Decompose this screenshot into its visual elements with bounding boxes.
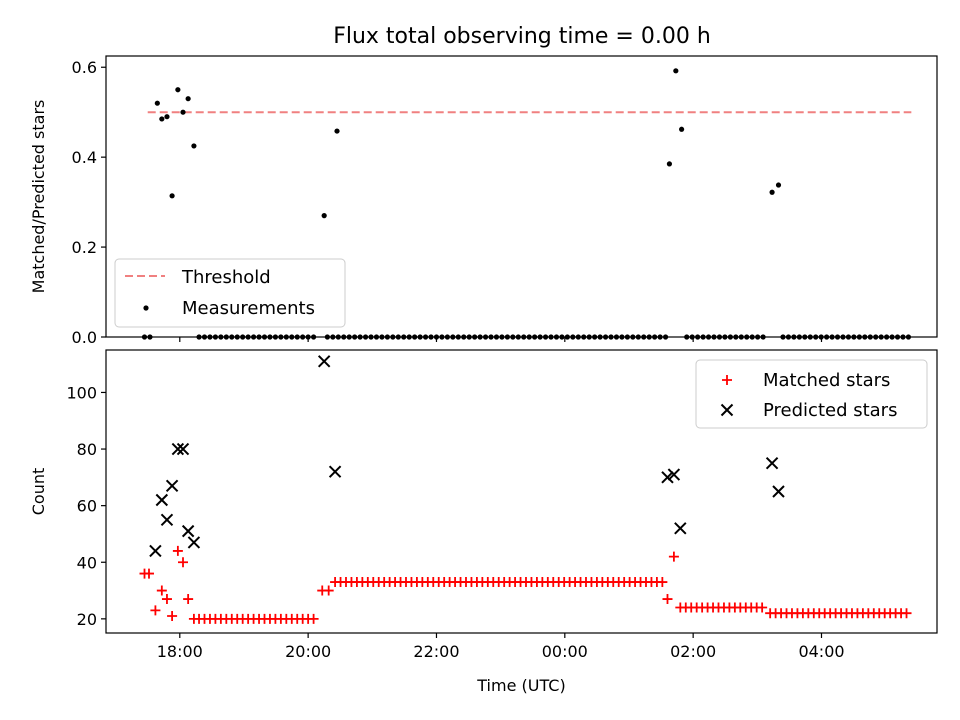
- predicted-star-point: [772, 485, 785, 498]
- chart-title: Flux total observing time = 0.00 h: [333, 24, 711, 49]
- y-tick-label: 0.0: [72, 328, 97, 347]
- matched-star-point: [757, 602, 768, 613]
- x-tick-label: 00:00: [542, 642, 588, 661]
- measurement-point: [321, 213, 327, 219]
- matched-star-point: [167, 611, 178, 622]
- measurement-point: [666, 161, 673, 167]
- legend-box: [114, 258, 346, 328]
- plot-frame: [105, 349, 938, 634]
- matched-star-point: [172, 545, 183, 556]
- x-tick-label: 18:00: [157, 642, 203, 661]
- y-tick-label: 80: [77, 440, 97, 459]
- legend-top: Threshold Measurements: [114, 258, 346, 328]
- legend-matched-label: Matched stars: [763, 370, 890, 391]
- measurement-point: [154, 100, 160, 106]
- x-tick-label: 04:00: [798, 642, 844, 661]
- y-tick-label: 0.6: [72, 58, 97, 77]
- predicted-star-point: [667, 468, 681, 481]
- x-tick-label: 02:00: [670, 642, 716, 661]
- matched-star-point: [308, 613, 319, 624]
- measurement-point: [185, 96, 191, 102]
- legend-measurement-swatch: [143, 305, 149, 311]
- legend-matched-swatch: [722, 375, 732, 385]
- matched-star-point: [143, 568, 154, 579]
- measurement-point: [164, 114, 170, 120]
- x-axis-label: Time (UTC): [476, 676, 565, 695]
- matched-star-point: [156, 585, 167, 596]
- predicted-star-point: [317, 355, 331, 368]
- legend-threshold-label: Threshold: [181, 267, 271, 288]
- matched-star-point: [662, 594, 673, 605]
- legend-bottom: Matched stars Predicted stars: [695, 359, 928, 429]
- y-tick-label: 0.2: [72, 238, 97, 257]
- predicted-star-point: [328, 465, 342, 478]
- matched-star-point: [178, 557, 189, 568]
- predicted-star-point: [765, 456, 779, 470]
- y-tick-label: 100: [66, 383, 97, 402]
- measurement-point: [169, 193, 175, 199]
- y-tick-label: 40: [77, 553, 97, 572]
- measurement-point: [180, 109, 186, 115]
- measurement-point: [159, 116, 165, 122]
- predicted-star-point: [165, 479, 179, 493]
- matched-star-point: [150, 605, 161, 616]
- x-tick-label: 20:00: [285, 642, 331, 661]
- matched-star-point: [161, 594, 172, 605]
- y-tick-label: 0.4: [72, 148, 97, 167]
- predicted-star-point: [187, 536, 201, 549]
- measurement-point: [775, 182, 782, 188]
- matched-star-point: [323, 585, 334, 596]
- predicted-star-point: [171, 442, 185, 456]
- x-tick-label: 22:00: [413, 642, 459, 661]
- y-tick-label: 20: [77, 610, 97, 629]
- matched-star-point: [901, 608, 912, 619]
- legend-box: [695, 359, 928, 429]
- measurement-point: [334, 128, 340, 134]
- measurement-point: [769, 189, 775, 195]
- measurement-point: [679, 126, 685, 132]
- predicted-star-point: [181, 524, 195, 538]
- y-axis-label: Matched/Predicted stars: [29, 100, 48, 294]
- legend-predicted-swatch: [720, 403, 734, 417]
- predicted-star-point: [160, 513, 174, 527]
- matched-star-point: [668, 551, 679, 562]
- plot-frame: [105, 55, 938, 338]
- predicted-star-point: [674, 522, 687, 535]
- predicted-star-point: [155, 493, 169, 507]
- legend-measurement-label: Measurements: [182, 298, 315, 319]
- predicted-star-point: [661, 471, 674, 484]
- measurement-point: [191, 143, 197, 149]
- matched-star-point: [183, 594, 194, 605]
- measurement-point: [175, 87, 181, 93]
- predicted-star-point: [149, 544, 162, 558]
- top-panel: 0.0 0.2 0.4 0.6 Matched/Predicted stars Thres…: [29, 55, 938, 347]
- legend-predicted-label: Predicted stars: [763, 400, 897, 421]
- y-tick-label: 60: [77, 497, 97, 516]
- predicted-star-point: [176, 442, 190, 456]
- matched-star-point: [657, 577, 668, 588]
- bottom-panel: 18:00 20:00 22:00 00:00 02:00 04:00 20 40 60 80 10…: [29, 349, 938, 695]
- measurement-point: [673, 68, 679, 74]
- y-axis-label: Count: [29, 468, 48, 516]
